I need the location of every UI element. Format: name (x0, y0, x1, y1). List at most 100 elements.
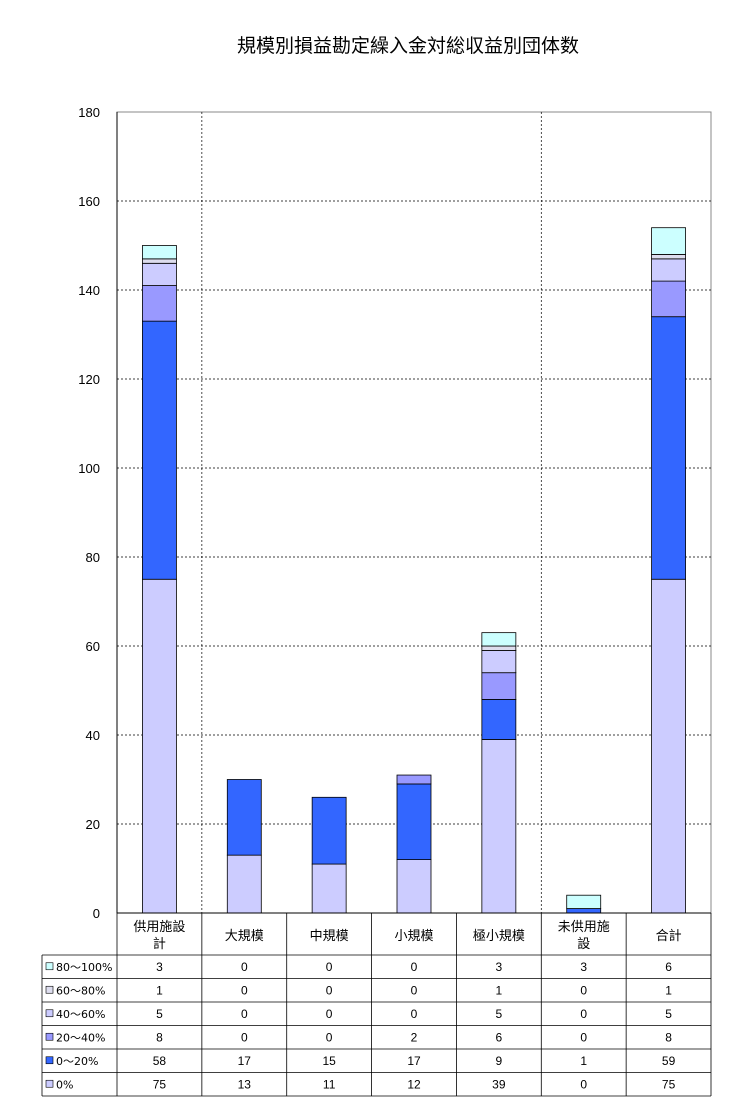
y-tick-label: 80 (86, 550, 100, 565)
axes: 0 20 40 60 80 100 120 140 160 180 (78, 105, 711, 921)
legend-label: 0% (56, 1078, 73, 1091)
table-cell-value: 0 (241, 960, 248, 974)
table-cell-value: 0 (580, 983, 587, 997)
legend-swatch (45, 962, 54, 971)
y-tick-label: 20 (86, 817, 100, 832)
bar-segment (481, 645, 517, 651)
table-cell-value: 3 (156, 960, 163, 974)
table-cell-value: 12 (407, 1077, 421, 1091)
table-cell-value: 6 (496, 1030, 503, 1044)
y-tick-label: 120 (78, 372, 100, 387)
bar-segment (651, 316, 686, 580)
y-tick-label: 60 (86, 639, 100, 654)
legend-swatch (45, 1009, 54, 1018)
table-cell-value: 0 (411, 1007, 418, 1021)
table-cell-value: 5 (156, 1007, 163, 1021)
bar-segment (311, 863, 347, 914)
x-tick-label: 中規模 (310, 929, 349, 944)
x-tick-label: 設 (577, 936, 590, 952)
table-cell-value: 6 (665, 960, 672, 974)
bar-segment (651, 578, 686, 914)
y-tick-label: 180 (78, 105, 100, 120)
bar-segment (566, 894, 602, 909)
bar-segment (481, 650, 517, 674)
bar-segment (651, 280, 686, 318)
y-tick-label: 100 (78, 461, 100, 476)
x-tick-label: 計 (153, 936, 166, 952)
table-cell-value: 5 (496, 1007, 503, 1021)
bar-segment (651, 253, 686, 260)
table-cell-value: 9 (496, 1054, 503, 1068)
table-cell-value: 1 (156, 983, 163, 997)
bar-segment (142, 245, 177, 260)
bar-segment (396, 783, 432, 861)
bar-segment (142, 285, 177, 322)
table-cell-value: 0 (580, 1030, 587, 1044)
table-cell-value: 59 (662, 1054, 676, 1068)
bar-segment (396, 774, 432, 785)
y-tick-label: 160 (78, 194, 100, 209)
bar-segment (142, 258, 177, 264)
x-tick-label: 合計 (656, 928, 682, 944)
bar-segment (481, 739, 517, 914)
bar-segment (226, 779, 262, 856)
table-cell-value: 0 (326, 1007, 333, 1021)
table-cell-value: 3 (496, 960, 503, 974)
table-cell-value: 39 (492, 1077, 506, 1091)
chart-title: 規模別損益勘定繰入金対総収益別団体数 (237, 35, 579, 57)
table-cell-value: 0 (326, 960, 333, 974)
table-cell-value: 0 (326, 1030, 333, 1044)
table-cell-value: 2 (411, 1030, 418, 1044)
table-cell-value: 75 (153, 1077, 167, 1091)
y-tick-label: 140 (78, 283, 100, 298)
bar-segment (481, 632, 517, 647)
y-tick-label: 0 (93, 906, 100, 921)
legend-swatch (45, 1032, 54, 1041)
legend-label: 60～80% (56, 984, 105, 997)
legend-label: 80～100% (56, 961, 112, 974)
table-cell-value: 0 (241, 1007, 248, 1021)
table-cell-value: 8 (156, 1030, 163, 1044)
legend-label: 40～60% (56, 1008, 105, 1021)
table-cell-value: 11 (323, 1077, 336, 1091)
y-tick-label: 40 (86, 728, 100, 743)
bar-segment (311, 796, 347, 865)
table-cell-value: 75 (662, 1077, 676, 1091)
table-cell-value: 17 (238, 1054, 252, 1068)
legend-label: 20～40% (56, 1031, 105, 1044)
bar-segment (566, 908, 602, 914)
x-tick-label: 供用施設 (133, 919, 185, 935)
table-cell-value: 1 (496, 983, 503, 997)
legend-label: 0～20% (56, 1055, 98, 1068)
table-cell-value: 1 (665, 983, 672, 997)
x-tick-label: 大規模 (225, 929, 264, 944)
bar-segment (142, 262, 177, 286)
table-cell-value: 15 (322, 1054, 336, 1068)
table-cell-value: 0 (326, 983, 333, 997)
legend-swatch (45, 1079, 54, 1088)
table-cell-value: 0 (580, 1077, 587, 1091)
table-cell-value: 8 (665, 1030, 672, 1044)
table-cell-value: 3 (580, 960, 587, 974)
table-cell-value: 17 (407, 1054, 421, 1068)
legend-swatch (45, 1056, 54, 1065)
x-tick-label: 小規模 (394, 929, 433, 944)
bar-segment (481, 672, 517, 700)
table-cell-value: 0 (580, 1007, 587, 1021)
bars (142, 227, 686, 914)
bar-segment (481, 699, 517, 740)
bar-segment (651, 258, 686, 282)
table-cell-value: 0 (241, 1030, 248, 1044)
table-cell-value: 13 (238, 1077, 252, 1091)
table-cell-value: 0 (411, 983, 418, 997)
bar-segment (142, 578, 177, 914)
bar-segment (142, 320, 177, 580)
bar-segment (396, 859, 432, 914)
legend-swatch (45, 985, 54, 994)
bar-segment (651, 227, 686, 255)
bar-segment (226, 854, 262, 914)
x-tick-label: 未供用施 (558, 920, 610, 935)
table-cell-value: 0 (411, 960, 418, 974)
